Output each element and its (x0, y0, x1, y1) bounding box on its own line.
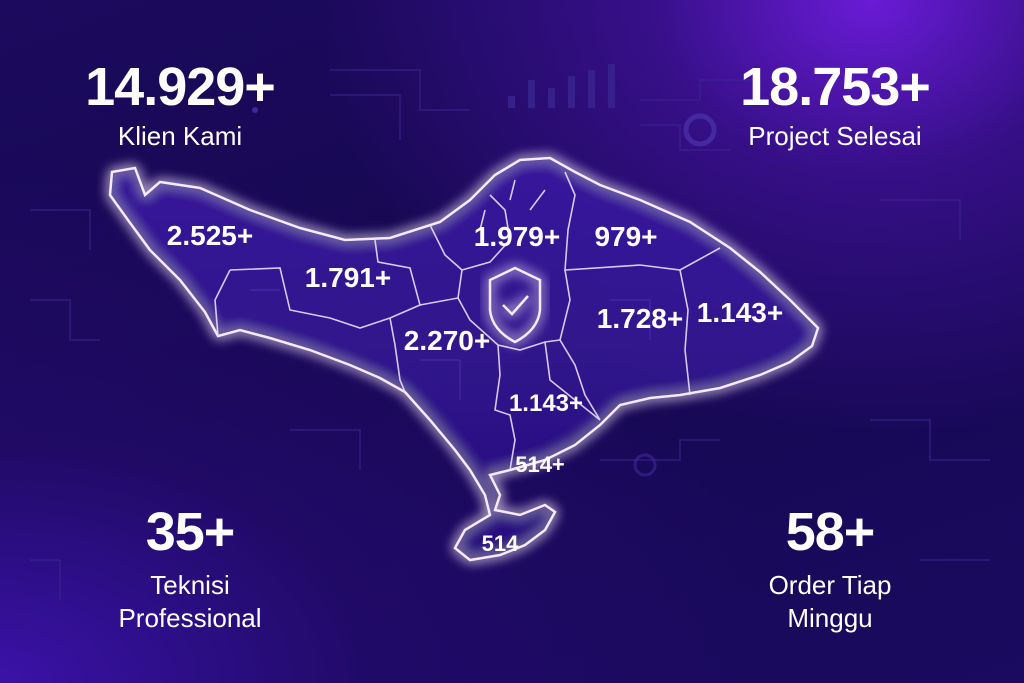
stat-value: 14.929+ (85, 57, 276, 117)
stat-value: 18.753+ (740, 57, 931, 117)
region-label-9: 514+ (515, 452, 565, 477)
region-label-4: 979+ (594, 221, 657, 252)
stat-label-line2: Minggu (787, 602, 873, 633)
stat-value: 58+ (785, 502, 876, 562)
region-label-6: 1.728+ (597, 303, 683, 334)
shield-check-icon (488, 266, 542, 344)
region-label-8: 1.143+ (509, 390, 583, 417)
stat-label-line1: Teknisi (150, 570, 230, 600)
region-label-2: 1.791+ (305, 262, 391, 293)
stat-klien-kami: 14.929+ Klien Kami (60, 60, 300, 153)
island-outline (108, 156, 820, 562)
region-label-1: 2.525+ (167, 220, 253, 251)
stat-label-line2: Professional (118, 602, 262, 633)
stat-project-selesai: 18.753+ Project Selesai (715, 60, 955, 153)
region-label-3: 1.979+ (474, 221, 560, 252)
stat-label: Klien Kami (117, 121, 243, 151)
region-label-5: 2.270+ (404, 325, 490, 356)
stat-label-line1: Order Tiap (768, 570, 892, 600)
stat-order-tiap-minggu: 58+ Order Tiap Minggu (710, 505, 950, 634)
region-label-10: 514 (482, 531, 519, 556)
region-label-7: 1.143+ (697, 297, 783, 328)
stat-value: 35+ (145, 502, 236, 562)
stat-label: Project Selesai (748, 121, 922, 151)
region-boundaries (214, 171, 721, 471)
stat-teknisi-professional: 35+ Teknisi Professional (70, 505, 310, 634)
